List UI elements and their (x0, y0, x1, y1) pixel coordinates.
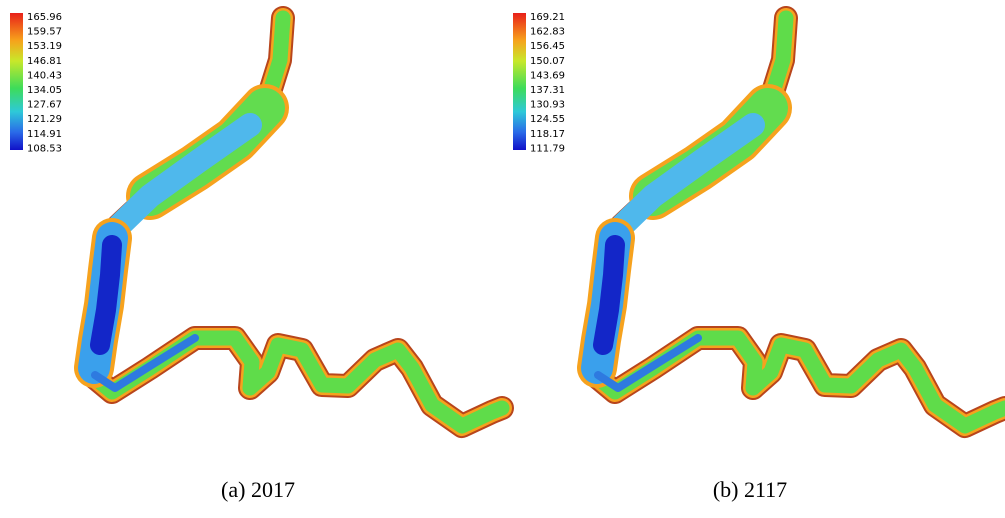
caption: (b) 2117 (713, 477, 787, 502)
legend-label: 137.31 (530, 85, 565, 96)
legend-label: 143.69 (530, 70, 565, 81)
figure: 165.96 159.57 153.19 146.81 140.43 134.05 127.… (0, 0, 1005, 518)
legend-label: 146.81 (27, 56, 62, 67)
panel-a (10, 13, 502, 426)
legend-label: 169.21 (530, 12, 565, 23)
legend-label: 159.57 (27, 27, 62, 38)
legend-label: 127.67 (27, 100, 62, 111)
legend-label: 156.45 (530, 41, 565, 52)
river-map (88, 18, 502, 426)
legend-label: 118.17 (530, 129, 565, 140)
colorbar (10, 13, 23, 150)
river-map (591, 18, 1005, 426)
panel-b (513, 13, 1005, 426)
caption: (a) 2017 (221, 477, 295, 502)
colorbar (513, 13, 526, 150)
legend-label: 140.43 (27, 70, 62, 81)
legend-label: 121.29 (27, 114, 62, 125)
legend-label: 111.79 (530, 143, 565, 154)
legend-label: 165.96 (27, 12, 62, 23)
legend-label: 130.93 (530, 100, 565, 111)
legend-label: 124.55 (530, 114, 565, 125)
legend-label: 153.19 (27, 41, 62, 52)
legend-label: 108.53 (27, 143, 62, 154)
legend-label: 150.07 (530, 56, 565, 67)
legend-label: 114.91 (27, 129, 62, 140)
legend-label: 134.05 (27, 85, 62, 96)
legend-label: 162.83 (530, 27, 565, 38)
